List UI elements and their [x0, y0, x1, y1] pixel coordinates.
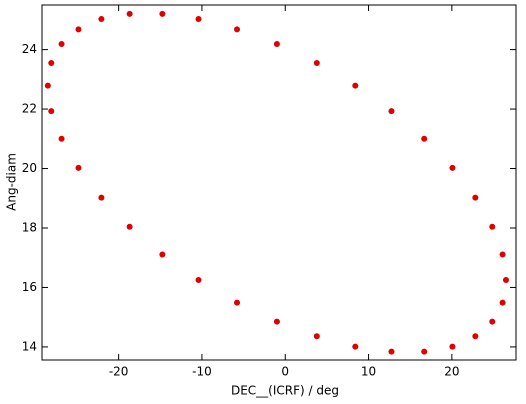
- point: [48, 59, 55, 66]
- point: [489, 318, 496, 325]
- point: [58, 40, 65, 47]
- point: [421, 135, 428, 142]
- point: [472, 194, 479, 201]
- point: [234, 299, 241, 306]
- point: [75, 164, 82, 171]
- point: [195, 15, 202, 22]
- point: [44, 82, 51, 89]
- point: [449, 343, 456, 350]
- point: [98, 15, 105, 22]
- point: [126, 10, 133, 17]
- point: [313, 59, 320, 66]
- point: [388, 348, 395, 355]
- y-tick-label: 24: [22, 42, 37, 56]
- point: [273, 40, 280, 47]
- y-tick-label: 14: [22, 339, 37, 353]
- point: [352, 343, 359, 350]
- x-tick-label: -10: [192, 365, 212, 379]
- point: [421, 348, 428, 355]
- point: [449, 164, 456, 171]
- point: [48, 108, 55, 115]
- point: [234, 26, 241, 33]
- point: [159, 251, 166, 258]
- point: [159, 10, 166, 17]
- x-axis-label: DEC__(ICRF) / deg: [231, 384, 339, 398]
- point: [352, 82, 359, 89]
- x-tick-label: 20: [444, 365, 459, 379]
- y-tick-label: 18: [22, 220, 37, 234]
- x-tick-label: 0: [281, 365, 289, 379]
- point: [388, 108, 395, 115]
- point: [58, 135, 65, 142]
- point: [503, 277, 510, 284]
- y-tick-label: 20: [22, 161, 37, 175]
- point: [75, 26, 82, 33]
- point: [98, 194, 105, 201]
- point: [489, 223, 496, 230]
- point: [313, 333, 320, 340]
- point: [195, 277, 202, 284]
- y-axis-label: Ang-diam: [5, 153, 19, 211]
- point: [499, 251, 506, 258]
- point: [273, 318, 280, 325]
- y-tick-label: 16: [22, 280, 37, 294]
- x-tick-label: -20: [109, 365, 129, 379]
- point: [472, 333, 479, 340]
- y-tick-label: 22: [22, 102, 37, 116]
- point: [126, 223, 133, 230]
- plot-frame: [41, 4, 517, 361]
- x-tick-label: 10: [361, 365, 376, 379]
- point: [499, 299, 506, 306]
